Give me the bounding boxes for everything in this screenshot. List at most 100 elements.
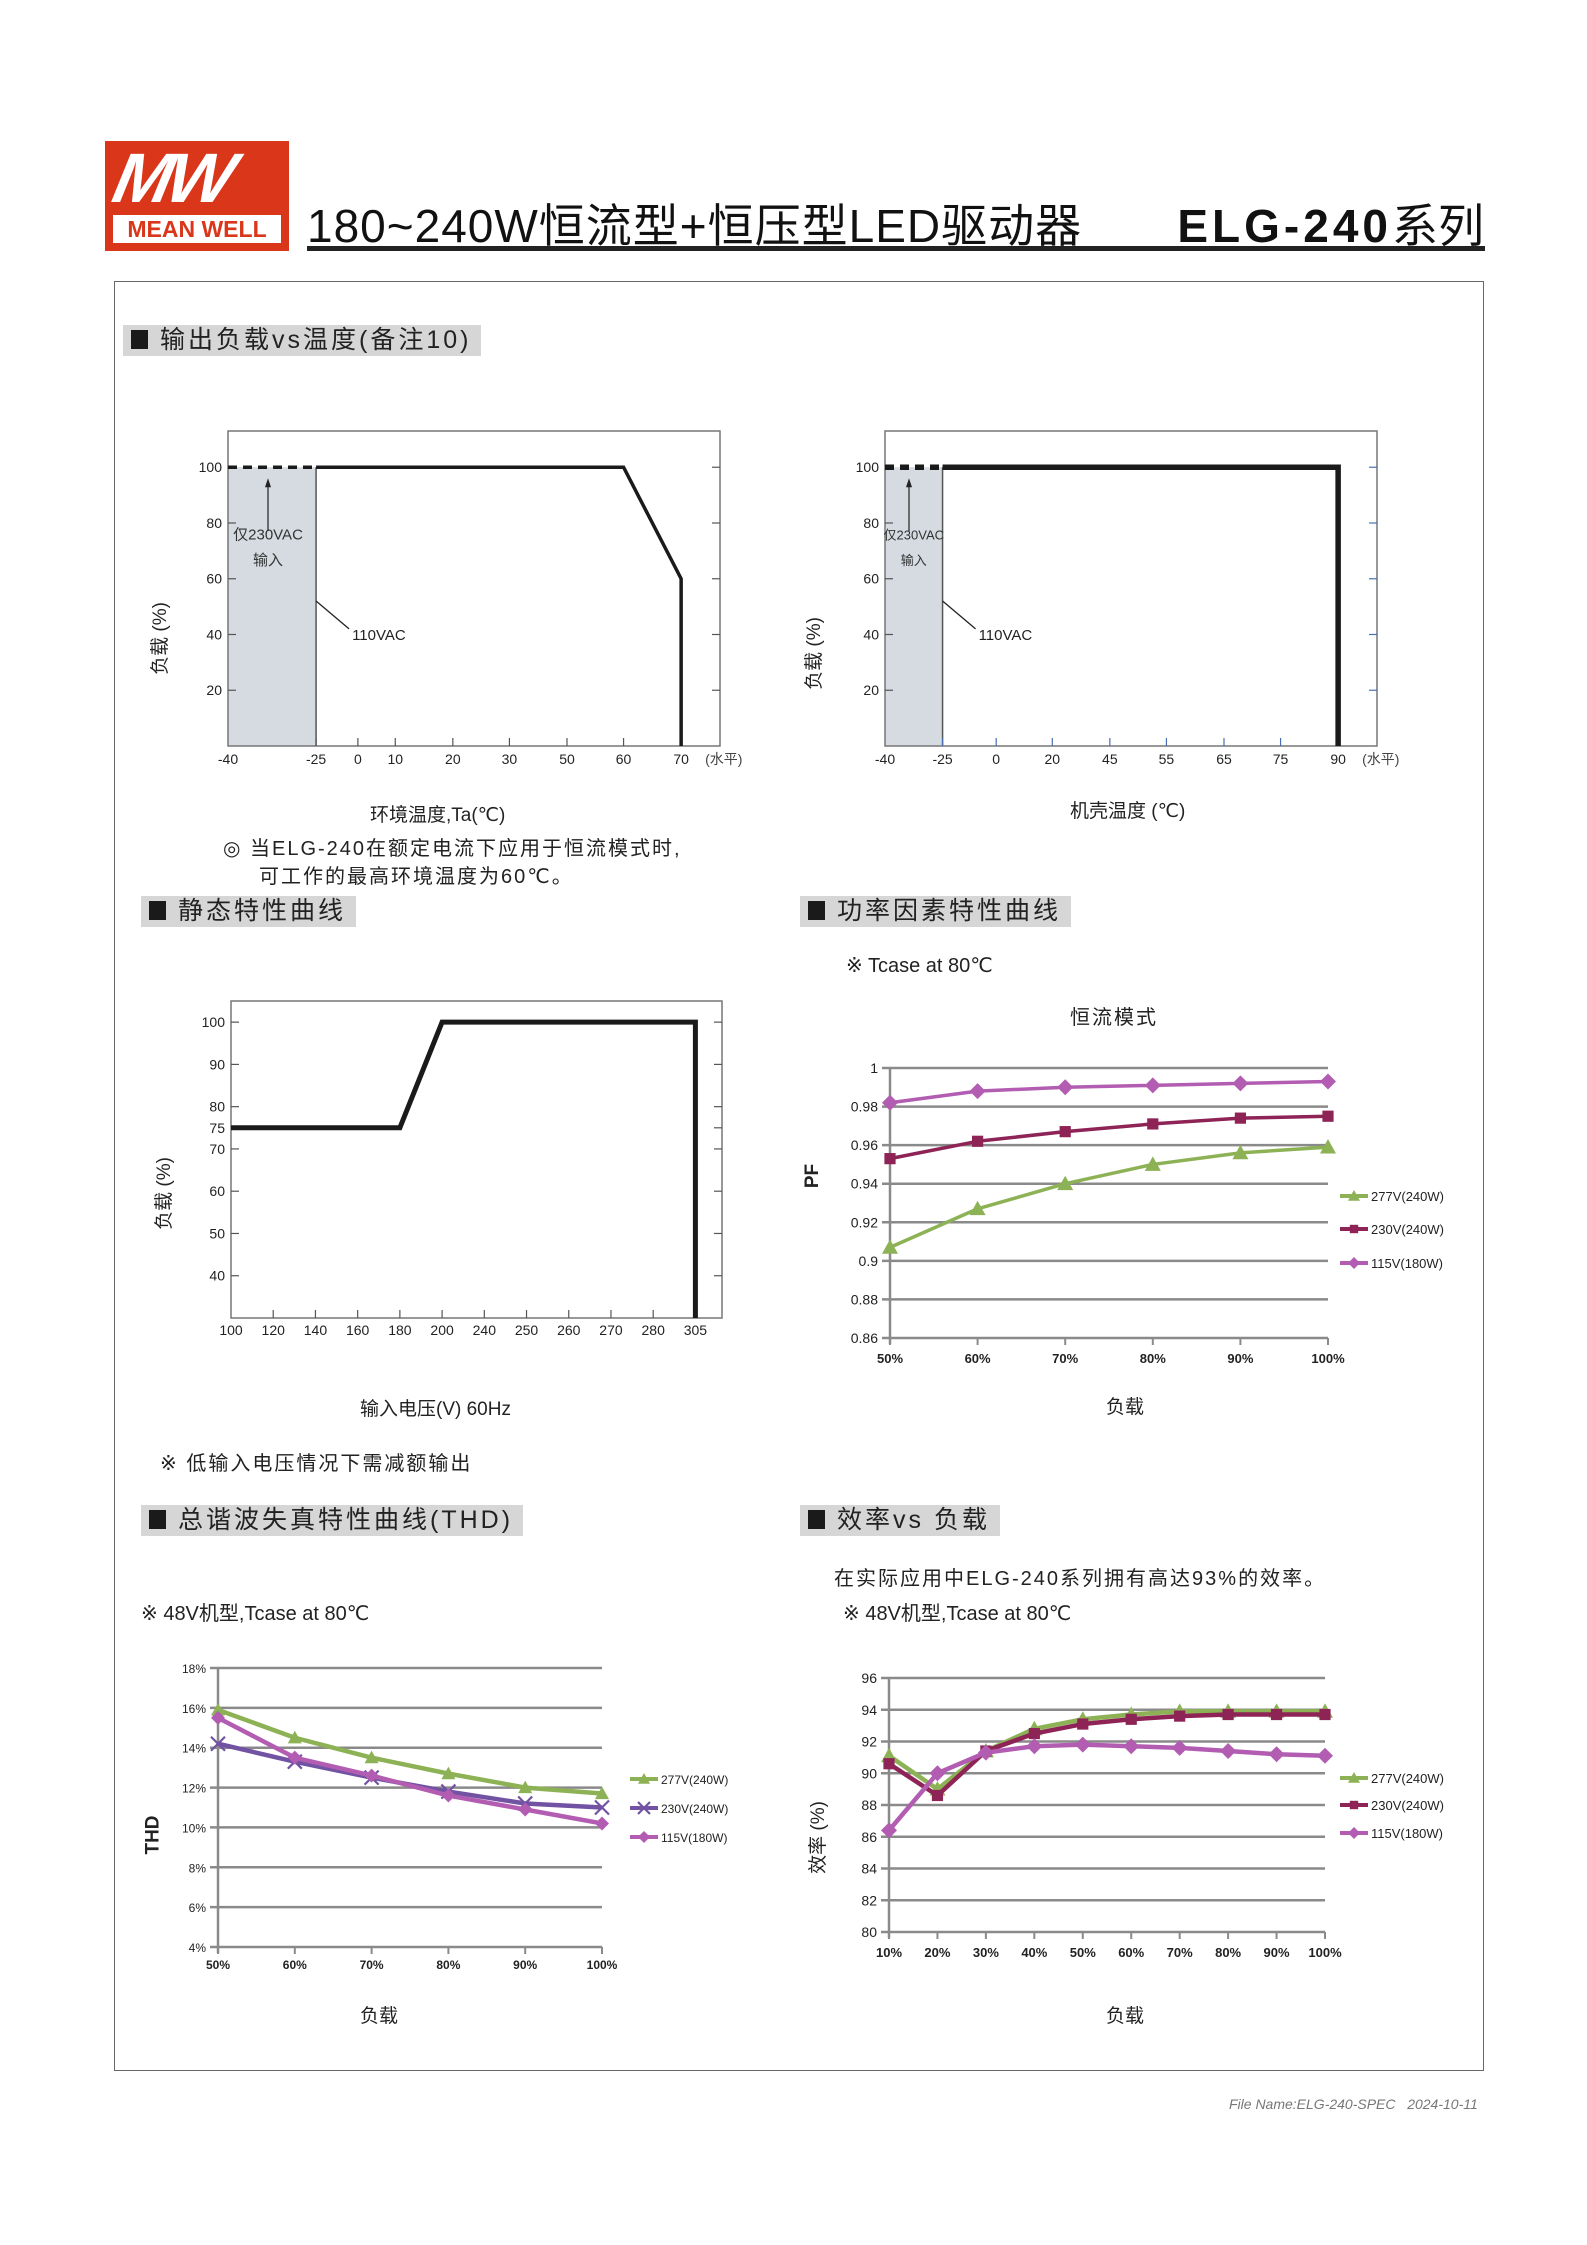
legend-label: 230V(240W) xyxy=(1371,1222,1444,1237)
y-tick-label: 60 xyxy=(209,1183,225,1199)
y-tick-label: 1 xyxy=(870,1060,878,1076)
triangle-marker xyxy=(287,1730,302,1744)
section-header-thd: 总谐波失真特性曲线(THD) xyxy=(141,1505,524,1536)
y-tick-label: 0.96 xyxy=(851,1137,878,1153)
y-tick-label: 18% xyxy=(182,1662,206,1676)
x-tick-label: 30 xyxy=(502,751,518,767)
annotation-230vac-only: 仅230VAC xyxy=(233,527,303,544)
x-tick-label: 10% xyxy=(876,1945,902,1960)
y-tick-label: 80 xyxy=(863,515,879,531)
y-tick-label: 0.88 xyxy=(851,1291,878,1307)
x-tick-label: 45 xyxy=(1102,751,1118,767)
arrow-up-icon xyxy=(265,478,271,488)
x-tick-label: 305 xyxy=(684,1322,708,1338)
square-marker xyxy=(931,1789,944,1802)
diamond-marker xyxy=(881,1822,897,1839)
chart-2: 20 40 60 80 100 -40 -25 0 20 45 55 65 75 90 (水平) 仅230VA… xyxy=(856,430,1399,767)
chart-3: 100 90 80 75 70 60 50 40 100 120 140 160 180 200 240 25… xyxy=(202,1000,723,1338)
y-tick-label: 16% xyxy=(182,1702,206,1716)
y-tick-label: 60 xyxy=(863,571,879,587)
diamond-marker xyxy=(977,1744,994,1761)
x-tick-label: 100% xyxy=(1311,1351,1345,1366)
x-tick-label: 270 xyxy=(599,1322,623,1338)
annotation-input: 输入 xyxy=(253,552,283,569)
square-marker xyxy=(1059,1126,1071,1138)
x-tick-label: 90% xyxy=(513,1958,537,1972)
diamond-marker xyxy=(1171,1739,1188,1756)
x-tick-label: 120 xyxy=(262,1322,286,1338)
chart1-xlabel: 环境温度,Ta(℃) xyxy=(370,805,506,826)
pf-xlabel: 负载 xyxy=(1106,1397,1145,1418)
y-tick-label: 20 xyxy=(863,682,879,698)
square-bullet-icon xyxy=(808,1510,825,1529)
diamond-marker xyxy=(441,1788,456,1803)
x-tick-label: 60% xyxy=(965,1351,991,1366)
diamond-marker xyxy=(211,1710,225,1725)
section-header-efficiency: 效率vs 负载 xyxy=(800,1505,1000,1536)
legend-label: 230V(240W) xyxy=(1371,1798,1444,1813)
plot-frame xyxy=(227,430,721,747)
x-marker xyxy=(637,1801,651,1815)
series-suffix: 系列 xyxy=(1392,200,1484,252)
chart3-xlabel: 输入电压(V) 60Hz xyxy=(360,1399,511,1420)
diamond-marker xyxy=(638,1831,650,1843)
section-title: 效率vs 负载 xyxy=(837,1506,990,1534)
series-line-277V(240W) xyxy=(887,1709,1325,1792)
y-tick-label: 12% xyxy=(182,1782,206,1796)
derating-note-line2: 可工作的最高环境温度为60℃。 xyxy=(259,866,574,888)
x-tick-label: 0 xyxy=(354,751,362,767)
chart-4: 1 0.98 0.96 0.94 0.92 0.9 0.88 0.86 50% 60% 70% 80%… xyxy=(851,1060,1444,1366)
y-tick-label: 86 xyxy=(861,1829,877,1845)
diamond-marker xyxy=(287,1750,302,1765)
diamond-marker xyxy=(1348,1257,1360,1269)
x-tick-label: 70 xyxy=(673,751,689,767)
y-tick-label: 75 xyxy=(209,1120,225,1136)
y-tick-label: 100 xyxy=(856,459,880,475)
triangle-marker xyxy=(441,1766,456,1780)
square-bullet-icon xyxy=(149,901,166,920)
triangle-marker xyxy=(1348,1772,1360,1783)
legend-label: 115V(180W) xyxy=(661,1831,727,1845)
diamond-marker xyxy=(1026,1738,1043,1755)
efficiency-note-line2: ※ 48V机型,Tcase at 80℃ xyxy=(843,1603,1072,1625)
x-tick-label: 20 xyxy=(1044,751,1060,767)
y-tick-label: 4% xyxy=(189,1941,207,1955)
y-tick-label: 40 xyxy=(209,1268,225,1284)
square-marker xyxy=(1349,1800,1359,1810)
y-tick-label: 6% xyxy=(189,1901,207,1915)
diamond-marker xyxy=(595,1816,609,1831)
legend-label: 115V(180W) xyxy=(1371,1826,1443,1841)
x-unit-note: (水平) xyxy=(705,751,742,767)
section-title: 输出负载vs温度(备注10) xyxy=(160,326,472,354)
x-tick-label: -40 xyxy=(218,751,238,767)
annotation-leader-line xyxy=(942,600,976,630)
x-tick-label: 55 xyxy=(1159,751,1175,767)
square-marker xyxy=(1270,1708,1283,1721)
series-line-115V(180W) xyxy=(887,1742,1326,1832)
x-tick-label: 50% xyxy=(877,1351,903,1366)
square-marker xyxy=(1077,1718,1089,1730)
y-tick-label: 50 xyxy=(209,1225,225,1241)
triangle-marker xyxy=(518,1780,533,1794)
x-tick-label: 20% xyxy=(924,1945,950,1960)
square-bullet-icon xyxy=(131,330,148,349)
legend-label: 277V(240W) xyxy=(661,1773,728,1787)
x-tick-label: 200 xyxy=(430,1322,454,1338)
thd-xlabel: 负载 xyxy=(360,2006,399,2027)
chart-6: 96 94 92 90 88 86 84 82 80 10% 20% 30% 40% 50% 60% 70% 8… xyxy=(861,1670,1444,1960)
y-tick-label: 80 xyxy=(209,1099,225,1115)
diamond-marker xyxy=(518,1802,533,1817)
y-tick-label: 0.98 xyxy=(851,1099,878,1115)
annotation-input: 输入 xyxy=(901,553,927,568)
chart-1: 20 40 60 80 100 -40 -25 0 10 20 30 50 60 70 (水平) 仅230VA… xyxy=(199,430,742,767)
square-bullet-icon xyxy=(149,1510,166,1529)
annotation-leader-line xyxy=(315,600,350,630)
series-model: ELG-240 xyxy=(1177,200,1392,252)
triangle-marker xyxy=(638,1773,650,1784)
x-tick-label: 100% xyxy=(587,1958,618,1972)
x-tick-label: -40 xyxy=(875,751,895,767)
x-tick-label: 75 xyxy=(1273,751,1289,767)
y-tick-label: 0.9 xyxy=(859,1253,879,1269)
x-marker xyxy=(594,1799,610,1816)
x-tick-label: 250 xyxy=(515,1322,539,1338)
